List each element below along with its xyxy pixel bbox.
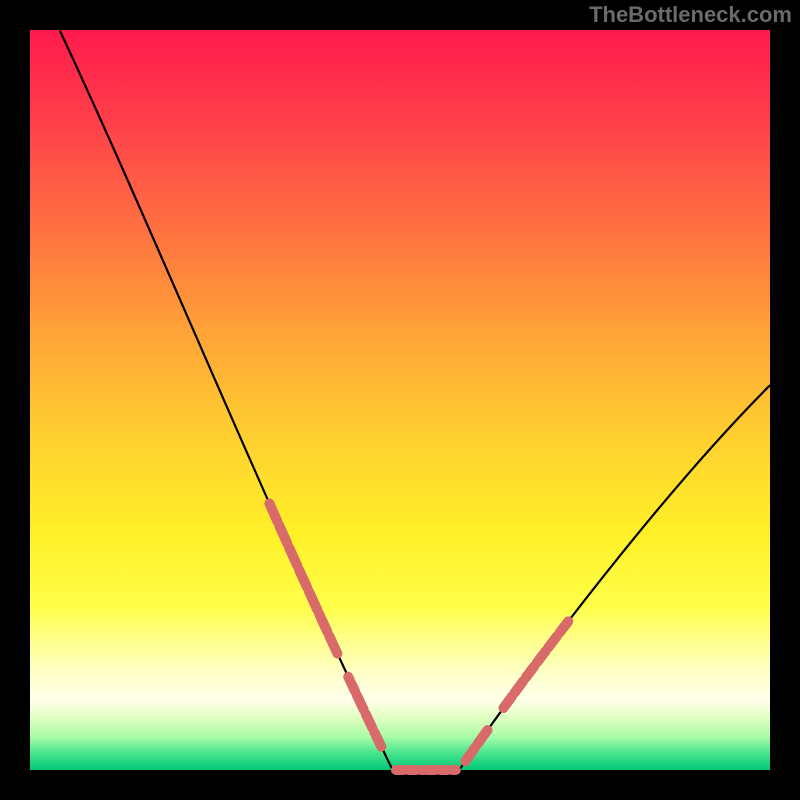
chart-container: TheBottleneck.com xyxy=(0,0,800,800)
watermark-text: TheBottleneck.com xyxy=(589,2,792,28)
plot-background xyxy=(30,30,770,770)
bottleneck-curve-chart xyxy=(0,0,800,800)
